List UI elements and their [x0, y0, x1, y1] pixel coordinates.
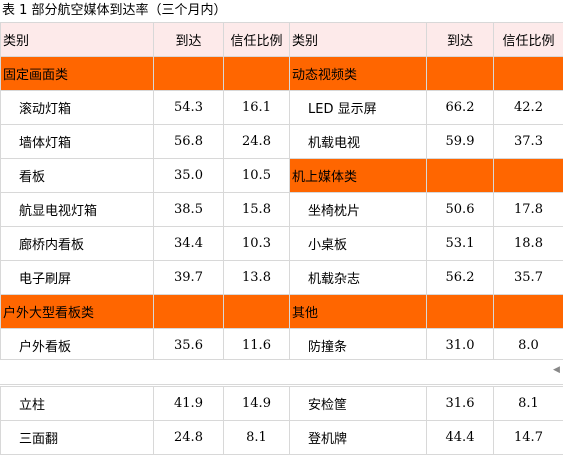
table-row: 墙体灯箱 56.8 24.8 机载电视 59.9 37.3	[1, 125, 563, 159]
item-trust: 8.1	[494, 387, 563, 421]
table-row: 廊桥内看板 34.4 10.3 小桌板 53.1 18.8	[1, 227, 563, 261]
item-name: 户外看板	[1, 329, 154, 363]
item-reach: 31.6	[427, 387, 494, 421]
item-trust: 37.3	[494, 125, 563, 159]
item-trust: 13.8	[224, 261, 290, 295]
item-trust: 8.0	[494, 329, 563, 363]
table-caption: 表 1 部分航空媒体到达率（三个月内）	[2, 0, 227, 22]
item-trust: 24.8	[224, 125, 290, 159]
category-in-flight: 机上媒体类	[290, 159, 427, 193]
item-trust: 15.8	[224, 193, 290, 227]
category-other: 其他	[290, 295, 427, 329]
item-trust: 14.9	[224, 387, 290, 421]
table-header-row: 类别 到达 信任比例 类别 到达 信任比例	[1, 23, 563, 57]
item-trust: 17.8	[494, 193, 563, 227]
item-trust: 10.3	[224, 227, 290, 261]
item-name: 看板	[1, 159, 154, 193]
category-dynamic-video: 动态视频类	[290, 57, 427, 91]
item-name: LED 显示屏	[290, 91, 427, 125]
table-row: 看板 35.0 10.5 机上媒体类	[1, 159, 563, 193]
item-name: 小桌板	[290, 227, 427, 261]
item-trust: 16.1	[224, 91, 290, 125]
table-row: 立柱 41.9 14.9 安检筐 31.6 8.1	[1, 387, 563, 421]
header-reach-left: 到达	[154, 23, 224, 57]
item-name: 三面翻	[1, 421, 154, 455]
item-name: 滚动灯箱	[1, 91, 154, 125]
item-reach: 66.2	[427, 91, 494, 125]
header-category-left: 类别	[1, 23, 154, 57]
table-row: 航显电视灯箱 38.5 15.8 坐椅枕片 50.6 17.8	[1, 193, 563, 227]
category-outdoor-billboard: 户外大型看板类	[1, 295, 154, 329]
item-name: 安检筐	[290, 387, 427, 421]
item-reach: 31.0	[427, 329, 494, 363]
item-reach: 35.6	[154, 329, 224, 363]
item-trust: 35.7	[494, 261, 563, 295]
item-name: 墙体灯箱	[1, 125, 154, 159]
category-row: 固定画面类 动态视频类	[1, 57, 563, 91]
item-name: 防撞条	[290, 329, 427, 363]
item-reach: 54.3	[154, 91, 224, 125]
item-reach: 53.1	[427, 227, 494, 261]
scroll-arrow-icon[interactable]: ◀	[552, 363, 561, 377]
media-reach-table: 类别 到达 信任比例 类别 到达 信任比例 固定画面类 动态视频类 滚动灯箱 5…	[0, 22, 563, 363]
item-reach: 41.9	[154, 387, 224, 421]
item-reach: 56.8	[154, 125, 224, 159]
item-name: 航显电视灯箱	[1, 193, 154, 227]
category-row: 户外大型看板类 其他	[1, 295, 563, 329]
category-fixed-screen: 固定画面类	[1, 57, 154, 91]
item-reach: 56.2	[427, 261, 494, 295]
item-trust: 11.6	[224, 329, 290, 363]
table-row: 三面翻 24.8 8.1 登机牌 44.4 14.7	[1, 421, 563, 455]
header-reach-right: 到达	[427, 23, 494, 57]
item-reach: 24.8	[154, 421, 224, 455]
item-trust: 42.2	[494, 91, 563, 125]
table-row: 户外看板 35.6 11.6 防撞条 31.0 8.0	[1, 329, 563, 363]
header-category-right: 类别	[290, 23, 427, 57]
table-row: 电子刷屏 39.7 13.8 机载杂志 56.2 35.7	[1, 261, 563, 295]
item-reach: 44.4	[427, 421, 494, 455]
page-break-gap: ◀	[0, 359, 563, 385]
item-name: 立柱	[1, 387, 154, 421]
header-trust-right: 信任比例	[494, 23, 563, 57]
header-trust-left: 信任比例	[224, 23, 290, 57]
item-name: 电子刷屏	[1, 261, 154, 295]
item-reach: 59.9	[427, 125, 494, 159]
item-reach: 38.5	[154, 193, 224, 227]
item-trust: 14.7	[494, 421, 563, 455]
media-reach-table-continued: 立柱 41.9 14.9 安检筐 31.6 8.1 三面翻 24.8 8.1 登…	[0, 386, 563, 455]
item-name: 机载电视	[290, 125, 427, 159]
item-name: 登机牌	[290, 421, 427, 455]
table-row: 滚动灯箱 54.3 16.1 LED 显示屏 66.2 42.2	[1, 91, 563, 125]
item-reach: 35.0	[154, 159, 224, 193]
item-trust: 8.1	[224, 421, 290, 455]
item-name: 机载杂志	[290, 261, 427, 295]
item-reach: 34.4	[154, 227, 224, 261]
item-name: 廊桥内看板	[1, 227, 154, 261]
item-trust: 18.8	[494, 227, 563, 261]
item-trust: 10.5	[224, 159, 290, 193]
item-reach: 39.7	[154, 261, 224, 295]
item-name: 坐椅枕片	[290, 193, 427, 227]
item-reach: 50.6	[427, 193, 494, 227]
